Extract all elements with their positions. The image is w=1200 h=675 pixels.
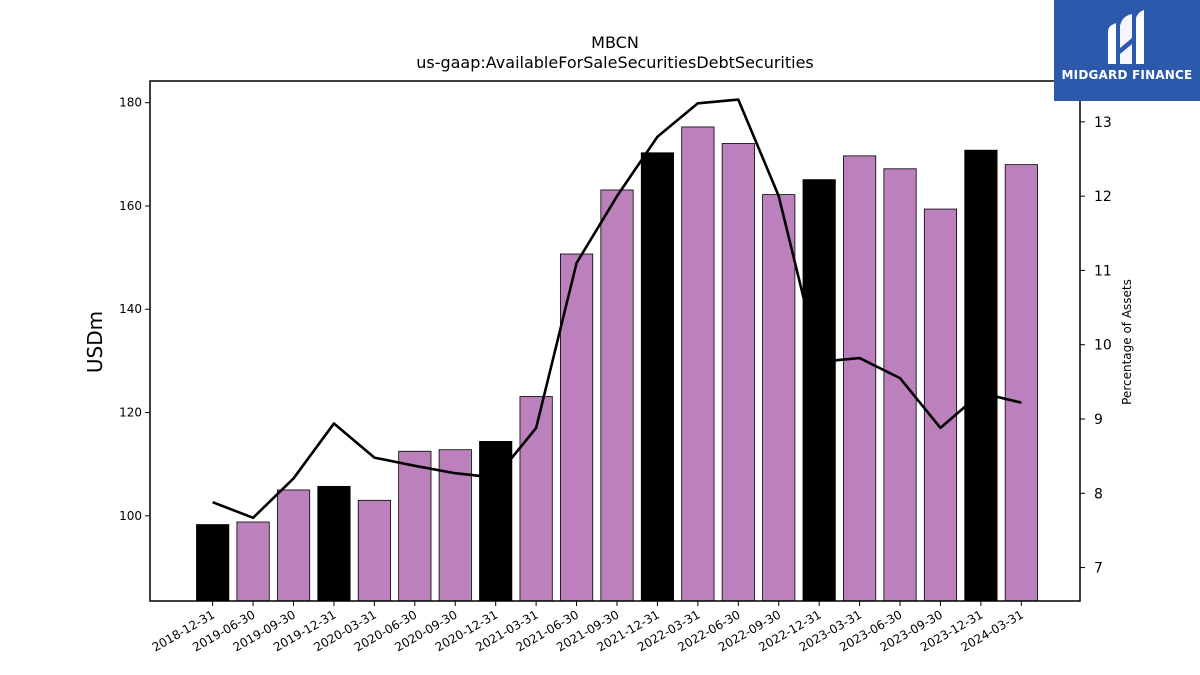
bar	[196, 524, 230, 602]
y2-tick-label: 7	[1094, 561, 1103, 577]
bar	[317, 485, 351, 602]
y-tick-label: 100	[119, 509, 142, 523]
bar	[236, 521, 270, 602]
bars-group	[196, 126, 1038, 602]
y-tick-label: 140	[119, 302, 142, 316]
line-group	[212, 98, 1022, 520]
bar	[923, 208, 958, 602]
y2-axis-label: Percentage of Assets	[1120, 279, 1134, 405]
y-tick-label: 120	[119, 406, 142, 420]
bar	[276, 489, 311, 602]
brand-logo: MIDGARD FINANCE	[1054, 0, 1200, 101]
bar	[357, 499, 391, 602]
bar	[640, 152, 675, 602]
y2-tick-label: 10	[1094, 338, 1112, 354]
y2-tick-label: 9	[1094, 412, 1103, 428]
chart-subtitle: us-gaap:AvailableForSaleSecuritiesDebtSe…	[416, 53, 814, 72]
y-tick-label: 180	[119, 96, 142, 110]
line-series	[212, 98, 1022, 520]
plot-frame	[149, 80, 1081, 602]
logo-text: MIDGARD FINANCE	[1061, 68, 1193, 82]
y-axis-label: USDm	[83, 311, 107, 373]
chart-title: MBCN	[591, 33, 639, 52]
bar	[681, 126, 715, 602]
y-tick-label: 160	[119, 199, 142, 213]
y2-tick-label: 13	[1094, 115, 1112, 131]
bar	[398, 450, 432, 602]
y2-tick-label: 12	[1094, 189, 1112, 205]
bar	[964, 149, 998, 602]
y2-tick-label: 11	[1094, 263, 1112, 279]
bar	[883, 168, 917, 602]
bar	[762, 194, 796, 602]
y2-tick-label: 8	[1094, 486, 1103, 502]
bar	[600, 189, 634, 602]
bar	[843, 155, 877, 602]
bar	[802, 179, 836, 602]
logo-mark-icon	[1108, 10, 1144, 64]
bar	[721, 143, 755, 602]
bar	[479, 441, 513, 602]
bar	[1004, 164, 1038, 602]
